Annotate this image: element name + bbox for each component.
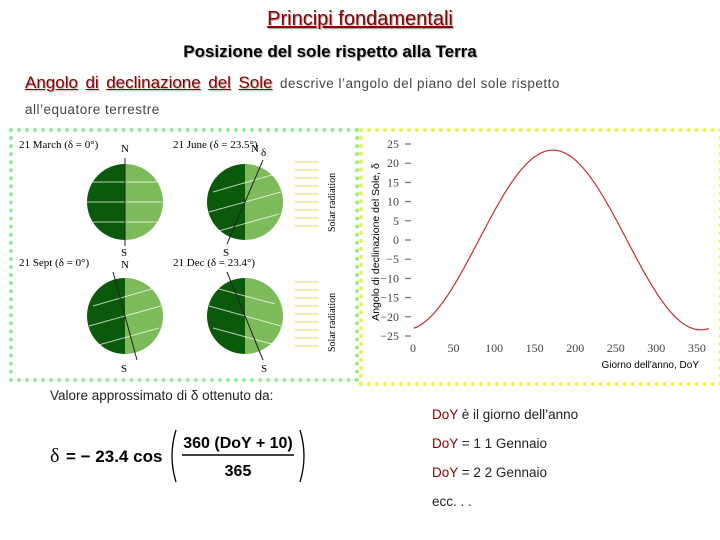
note-text: = 1 1 Gennaio: [458, 436, 547, 451]
note-text: = 2 2 Gennaio: [458, 465, 547, 480]
earth-day-side: [245, 164, 283, 240]
label-delta: δ: [261, 147, 266, 159]
earth-night-side: [87, 278, 125, 354]
y-tick-label: 20: [387, 156, 399, 170]
earth-axis: [226, 159, 264, 245]
intro-key-word: declinazione: [106, 73, 201, 92]
formula-denominator: 365: [225, 463, 252, 480]
page-subtitle: Posizione del sole rispetto alla Terra: [183, 42, 477, 61]
formula-numerator: 360 (DoY + 10): [183, 435, 293, 452]
y-tick-label: −15: [380, 291, 399, 305]
page-title: Principi fondamentali: [267, 8, 453, 30]
x-tick-label: 350: [688, 341, 706, 355]
declination-chart-frame: Angolo di declinazione del Sole, δ Giorn…: [359, 128, 720, 386]
formula-paren-right: [299, 429, 305, 483]
x-tick-label: 150: [526, 341, 544, 355]
intro-key-word: del: [208, 73, 231, 92]
note-doy: DoY: [432, 465, 459, 480]
note-text: è il giorno dell’anno: [458, 407, 579, 422]
note-doy: DoY: [432, 407, 459, 422]
label-north: N: [121, 143, 129, 155]
formula-delta: δ: [50, 445, 59, 467]
y-tick-label: 5: [393, 214, 399, 228]
intro-key-word: Sole: [238, 73, 273, 92]
x-tick-label: 50: [448, 341, 460, 355]
earth-axis: [112, 271, 138, 361]
y-tick-label: −5: [386, 252, 399, 266]
declination-formula: δ = − 23.4 cos 360 (DoY + 10) 365: [50, 429, 305, 483]
y-tick-label: −25: [380, 329, 399, 343]
label-solar-radiation: Solar radiation: [327, 293, 338, 352]
solar-rays: [295, 161, 319, 227]
y-tick-label: −20: [380, 310, 399, 324]
label-south: S: [121, 363, 127, 375]
declination-chart: Angolo di declinazione del Sole, δ Giorn…: [370, 137, 710, 371]
seasons-figure-frame: 21 March (δ = 0°) N S 21 June (δ = 23.5°…: [9, 128, 359, 382]
label-south: S: [261, 363, 267, 375]
formula-paren-left: [171, 429, 177, 483]
label-north: N: [121, 259, 129, 271]
x-tick-label: 300: [647, 341, 665, 355]
x-tick-label: 200: [566, 341, 584, 355]
formula-lhs: = − 23.4 cos: [66, 447, 162, 466]
label-dec: 21 Dec (δ = 23.4°): [173, 257, 255, 269]
intro-key-word: Angolo: [25, 73, 78, 92]
earth-night-side: [207, 278, 245, 354]
note-item: ecc. . .: [432, 493, 578, 522]
y-tick-label: −10: [380, 271, 399, 285]
label-solar-radiation: Solar radiation: [327, 173, 338, 232]
label-march: 21 March (δ = 0°): [19, 139, 99, 151]
intro-text-line1: descrive l’angolo del piano del sole ris…: [279, 76, 560, 91]
chart-ylabel: Angolo di declinazione del Sole, δ: [370, 163, 382, 321]
label-south: S: [223, 247, 229, 259]
x-tick-label: 100: [485, 341, 503, 355]
note-doy: DoY: [432, 436, 459, 451]
intro-paragraph: Angolo di declinazione del Sole descrive…: [25, 70, 695, 123]
label-north: N: [251, 143, 259, 155]
y-tick-label: 15: [387, 175, 399, 189]
label-south: S: [121, 247, 127, 259]
label-sept: 21 Sept (δ = 0°): [19, 257, 90, 269]
chart-xlabel: Giorno dell'anno, DoY: [601, 360, 699, 371]
y-tick-label: 0: [393, 233, 399, 247]
formula-label: Valore approssimato di δ ottenuto da:: [50, 388, 274, 403]
note-item: DoY = 1 1 Gennaio: [432, 435, 578, 464]
earth-axis: [226, 271, 264, 361]
earth-day-side: [245, 278, 283, 354]
seasons-figure: 21 March (δ = 0°) N S 21 June (δ = 23.5°…: [19, 139, 338, 375]
x-tick-label: 0: [410, 341, 416, 355]
x-tick-label: 250: [607, 341, 625, 355]
note-text: ecc. . .: [432, 494, 472, 509]
earth-night-side: [207, 164, 245, 240]
y-tick-label: 25: [387, 137, 399, 151]
solar-rays: [295, 281, 319, 347]
note-item: DoY = 2 2 Gennaio: [432, 464, 578, 493]
intro-text-line2: all’equatore terrestre: [25, 102, 160, 117]
doy-notes: DoY è il giorno dell’anno DoY = 1 1 Genn…: [432, 406, 578, 522]
y-tick-label: 10: [387, 195, 399, 209]
declination-curve: [413, 149, 710, 331]
label-june: 21 June (δ = 23.5°): [173, 139, 258, 151]
note-item: DoY è il giorno dell’anno: [432, 406, 578, 435]
intro-key-word: di: [85, 73, 99, 92]
earth-day-side: [125, 278, 163, 354]
